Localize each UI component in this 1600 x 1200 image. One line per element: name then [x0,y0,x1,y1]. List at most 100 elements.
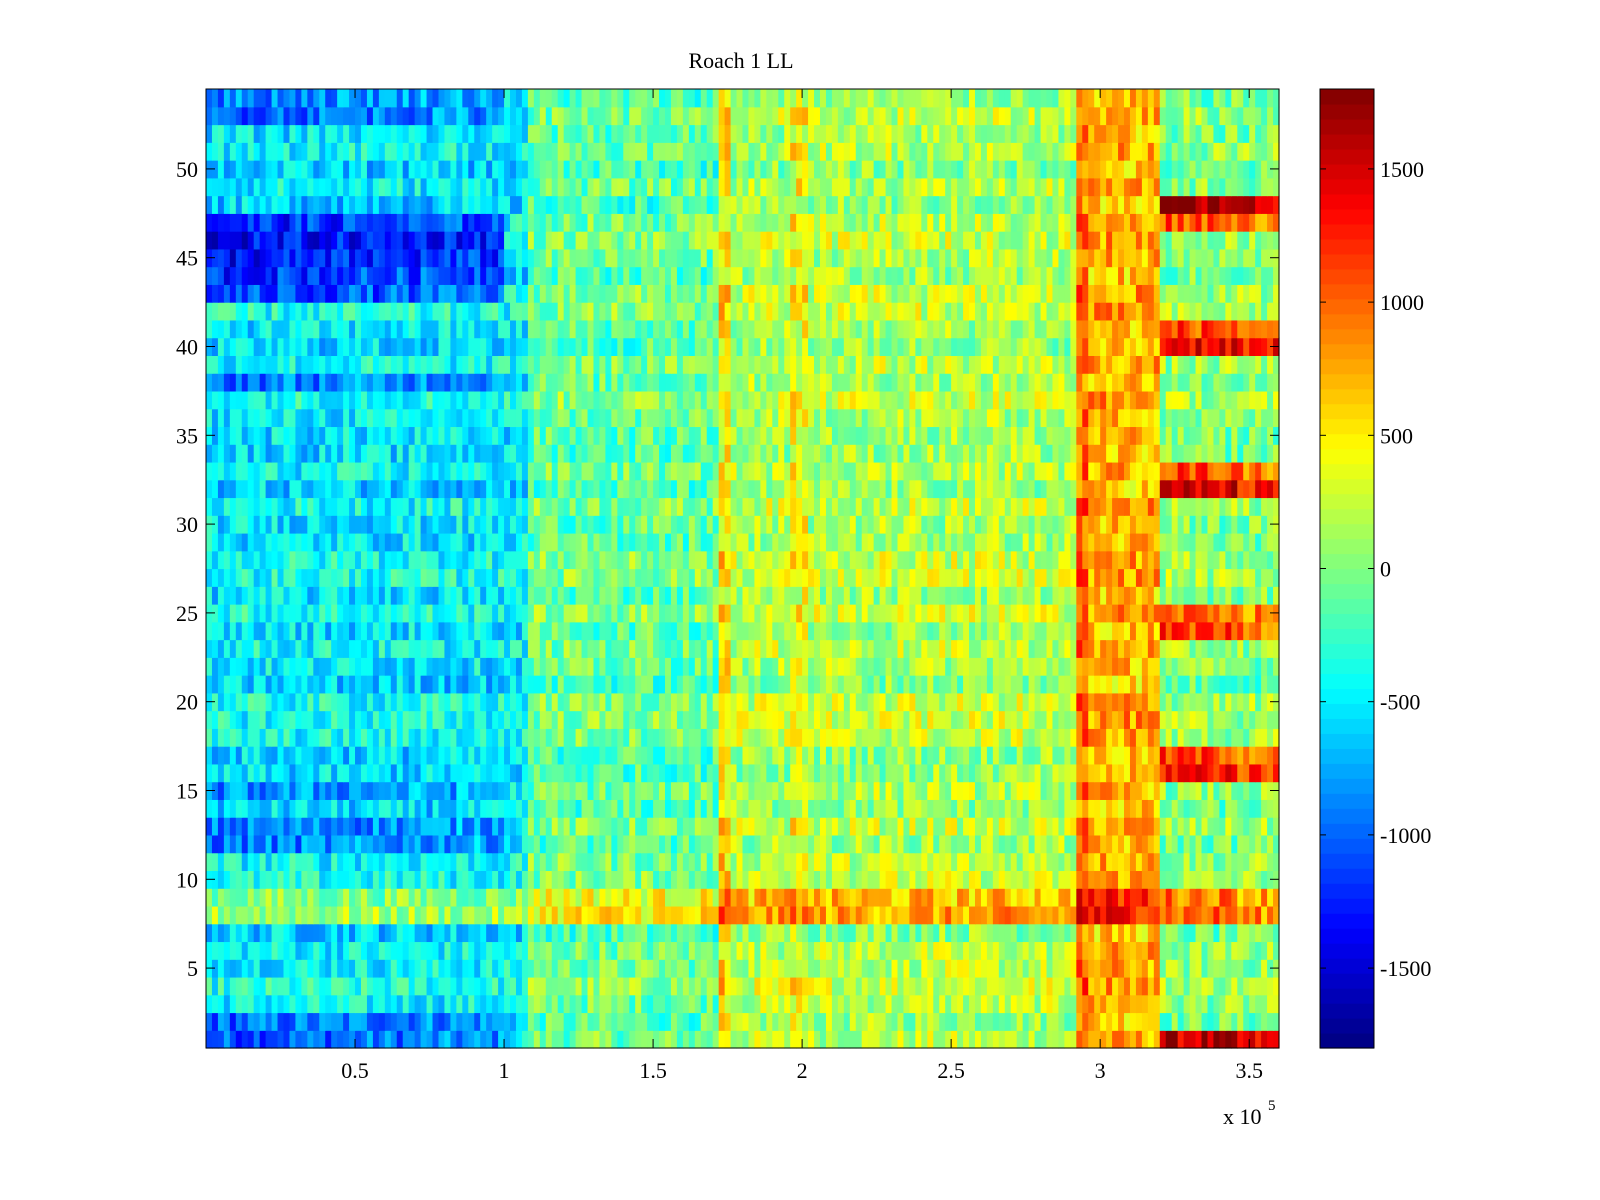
heatmap-cell [271,994,279,1014]
heatmap-cell [659,905,666,925]
heatmap-cell [819,728,827,747]
heatmap-cell [1183,959,1191,978]
heatmap-cell [587,728,595,747]
heatmap-cell [1082,657,1089,676]
heatmap-cell [831,692,839,712]
heatmap-cell [1237,639,1244,658]
heatmap-cell [378,586,386,605]
heatmap-cell [861,657,869,676]
heatmap-cell [855,763,863,783]
heatmap-cell [432,639,440,658]
heatmap-cell [814,657,821,676]
heatmap-cell [1034,621,1042,641]
heatmap-cell [814,976,821,996]
heatmap-cell [1100,781,1107,800]
heatmap-cell [527,834,535,854]
heatmap-cell [641,852,648,872]
heatmap-cell [873,728,881,747]
heatmap-cell [748,1012,756,1031]
heatmap-cell [360,905,368,925]
heatmap-cell [1094,675,1101,694]
heatmap-cell [766,728,773,747]
heatmap-cell [1141,1030,1149,1049]
heatmap-cell [694,621,702,641]
heatmap-cell [1028,728,1036,747]
heatmap-cell [1147,781,1155,800]
heatmap-cell [831,1030,839,1049]
heatmap-cell [748,692,756,712]
heatmap-cell [986,710,994,729]
heatmap-cell [670,1030,678,1049]
heatmap-cell [1219,799,1226,818]
heatmap-cell [1189,888,1197,907]
heatmap-cell [790,746,797,765]
heatmap-cell [301,1012,308,1031]
heatmap-cell [712,639,720,658]
heatmap-cell [1034,959,1042,978]
heatmap-cell [688,817,696,836]
heatmap-cell [951,746,958,765]
heatmap-cell [617,586,624,605]
heatmap-cell [1100,604,1107,623]
heatmap-cell [1034,692,1042,712]
heatmap-cell [665,976,672,996]
heatmap-cell [450,550,457,570]
heatmap-cell [933,728,940,747]
heatmap-cell [1159,746,1167,765]
heatmap-cell [1118,994,1125,1014]
heatmap-cell [1052,1030,1060,1049]
heatmap-cell [915,604,922,623]
heatmap-cell [718,746,726,765]
heatmap-cell [819,657,827,676]
heatmap-cell [694,976,702,996]
heatmap-cell [1088,710,1095,729]
heatmap-cell [527,870,535,889]
heatmap-cell [1076,781,1083,800]
heatmap-cell [1249,870,1256,889]
heatmap-cell [1177,692,1185,712]
heatmap-cell [229,994,237,1014]
heatmap-cell [1082,728,1089,747]
heatmap-cell [569,817,577,836]
heatmap-cell [861,959,869,978]
heatmap-cell [1088,994,1095,1014]
heatmap-cell [825,923,833,943]
heatmap-cell [599,1012,606,1031]
heatmap-cell [1040,923,1048,943]
heatmap-cell [247,799,255,818]
heatmap-cell [438,675,446,694]
heatmap-cell [486,888,493,907]
heatmap-cell [283,621,291,641]
heatmap-cell [247,586,255,605]
heatmap-cell [909,692,916,712]
heatmap-cell [676,550,684,570]
heatmap-cell [581,746,589,765]
heatmap-cell [897,781,905,800]
heatmap-cell [283,888,291,907]
heatmap-cell [760,905,767,925]
heatmap-cell [223,568,231,587]
heatmap-cell [1082,692,1089,712]
heatmap-cell [1052,621,1060,641]
heatmap-cell [426,621,434,641]
heatmap-cell [1028,763,1036,783]
heatmap-cell [396,870,404,889]
heatmap-cell [545,568,553,587]
heatmap-cell [1213,675,1220,694]
heatmap-cell [1112,852,1119,872]
heatmap-cell [1010,923,1018,943]
heatmap-cell [527,657,535,676]
heatmap-cell [444,799,451,818]
heatmap-cell [736,710,744,729]
heatmap-cell [670,870,678,889]
heatmap-cell [390,728,398,747]
heatmap-cell [384,781,392,800]
heatmap-cell [1106,870,1113,889]
heatmap-cell [456,621,463,641]
heatmap-cell [992,923,1000,943]
heatmap-cell [939,994,946,1014]
heatmap-cell [539,817,547,836]
heatmap-cell [682,976,690,996]
heatmap-cell [670,852,678,872]
heatmap-cell [647,550,654,570]
